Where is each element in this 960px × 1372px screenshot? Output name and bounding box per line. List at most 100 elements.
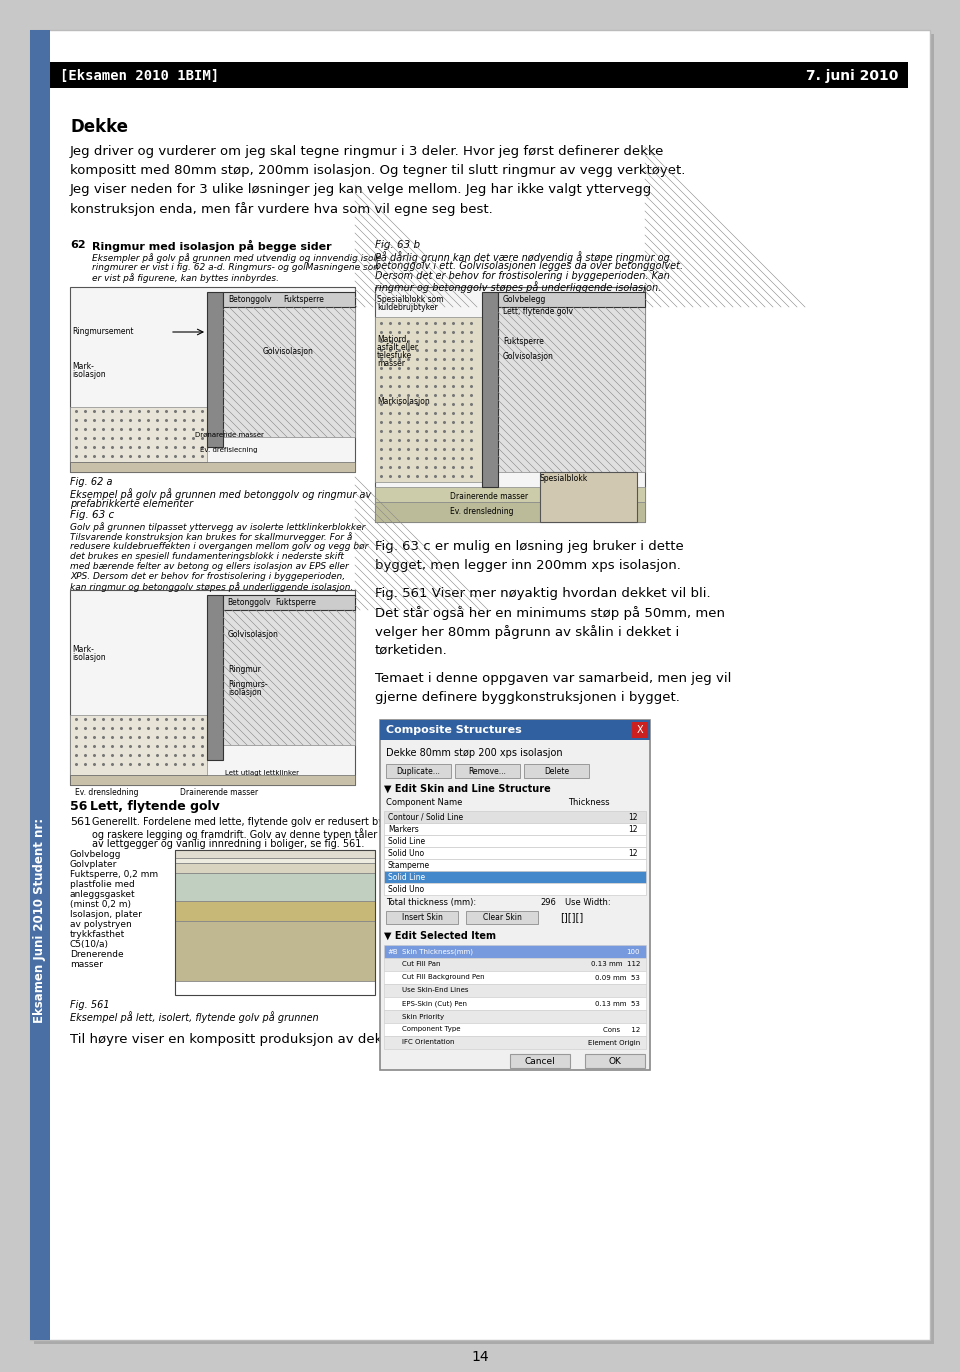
Text: Skin Thickness(mm): Skin Thickness(mm) xyxy=(402,948,473,955)
Bar xyxy=(175,873,375,901)
Bar xyxy=(386,911,458,923)
Bar xyxy=(175,901,375,921)
Text: Spesialblokk: Spesialblokk xyxy=(540,473,588,483)
Text: Insert Skin: Insert Skin xyxy=(401,912,443,922)
Text: Use Skin-End Lines: Use Skin-End Lines xyxy=(402,988,468,993)
Bar xyxy=(540,472,637,521)
Text: Drenerende: Drenerende xyxy=(70,949,124,959)
Text: Fig. 63 c: Fig. 63 c xyxy=(70,510,114,520)
Text: 0.13 mm  112: 0.13 mm 112 xyxy=(590,962,640,967)
Text: betonggolv i ett. Golvisolasjonen legges da over betonggolvet.: betonggolv i ett. Golvisolasjonen legges… xyxy=(375,261,684,272)
Text: Eksempler på golv på grunnen med utvendig og innvendig isole: Eksempler på golv på grunnen med utvendi… xyxy=(92,252,381,263)
Text: Temaet i denne oppgaven var samarbeid, men jeg vil: Temaet i denne oppgaven var samarbeid, m… xyxy=(375,672,732,685)
Bar xyxy=(384,811,646,823)
Text: bygget, men legger inn 200mm xps isolasjon.: bygget, men legger inn 200mm xps isolasj… xyxy=(375,558,681,572)
Text: prefabrikkerte elementer: prefabrikkerte elementer xyxy=(70,499,193,509)
Text: Matjord,: Matjord, xyxy=(377,335,409,344)
Text: Betonggolv: Betonggolv xyxy=(227,598,271,606)
Text: Fuktsperre: Fuktsperre xyxy=(503,338,544,346)
Text: OK: OK xyxy=(609,1056,621,1066)
Bar xyxy=(632,722,648,738)
Text: Lett, flytende golv: Lett, flytende golv xyxy=(90,800,220,814)
Text: Duplicate...: Duplicate... xyxy=(396,767,441,775)
Bar xyxy=(223,307,355,438)
Text: Drainerende masser: Drainerende masser xyxy=(450,493,528,501)
Text: Ev. drensledning: Ev. drensledning xyxy=(75,788,138,797)
Bar xyxy=(70,287,355,472)
Bar xyxy=(175,851,375,995)
Text: tørketiden.: tørketiden. xyxy=(375,643,447,657)
Text: Cut Fill Pan: Cut Fill Pan xyxy=(402,962,441,967)
Text: og raskere legging og framdrift. Golv av denne typen tåler vekten: og raskere legging og framdrift. Golv av… xyxy=(92,827,414,840)
Bar xyxy=(524,764,589,778)
Bar xyxy=(384,871,646,884)
Bar xyxy=(384,859,646,871)
Text: #B: #B xyxy=(387,948,397,955)
Text: IFC Orientation: IFC Orientation xyxy=(402,1040,454,1045)
Text: 561: 561 xyxy=(70,816,91,827)
Text: masser: masser xyxy=(70,960,103,969)
Text: [Eksamen 2010 1BIM]: [Eksamen 2010 1BIM] xyxy=(60,69,219,82)
Bar xyxy=(384,971,646,984)
Text: Total thickness (mm):: Total thickness (mm): xyxy=(386,899,476,907)
Text: Stamperne: Stamperne xyxy=(388,860,430,870)
Bar xyxy=(498,307,645,472)
Bar xyxy=(384,823,646,836)
Text: Clear Skin: Clear Skin xyxy=(483,912,521,922)
Bar xyxy=(207,292,223,447)
Text: det brukes en spesiell fundamenteringsblokk i nederste skift: det brukes en spesiell fundamenteringsbl… xyxy=(70,552,344,561)
Text: Ringmur med isolasjon på begge sider: Ringmur med isolasjon på begge sider xyxy=(92,240,331,252)
Text: Jeg driver og vurderer om jeg skal tegne ringmur i 3 deler. Hvor jeg først defin: Jeg driver og vurderer om jeg skal tegne… xyxy=(70,145,664,158)
Bar xyxy=(70,715,207,775)
Text: Fuktsperre: Fuktsperre xyxy=(275,598,316,606)
Text: Thickness: Thickness xyxy=(568,799,610,807)
Text: Golvisolasjon: Golvisolasjon xyxy=(503,353,554,361)
Text: Golvplater: Golvplater xyxy=(70,860,117,868)
Text: XPS. Dersom det er behov for frostisolering i byggeperioden,: XPS. Dersom det er behov for frostisoler… xyxy=(70,572,346,580)
Bar xyxy=(384,1010,646,1024)
Text: Fuktsperre, 0,2 mm: Fuktsperre, 0,2 mm xyxy=(70,870,158,879)
Text: 12: 12 xyxy=(629,825,638,834)
Text: 56: 56 xyxy=(70,800,87,814)
Text: Mark-: Mark- xyxy=(72,645,94,654)
Text: X: X xyxy=(636,724,643,735)
Text: asfalt eller: asfalt eller xyxy=(377,343,418,353)
Text: 296: 296 xyxy=(540,899,556,907)
Text: Solid Line: Solid Line xyxy=(388,837,425,845)
Bar xyxy=(384,984,646,997)
Text: Golvbelegg: Golvbelegg xyxy=(503,295,546,305)
Text: ▼ Edit Selected Item: ▼ Edit Selected Item xyxy=(384,932,496,941)
Bar xyxy=(585,1054,645,1067)
Bar xyxy=(175,851,375,858)
Bar xyxy=(375,502,645,521)
Bar xyxy=(384,847,646,859)
Text: ▼ Edit Skin and Line Structure: ▼ Edit Skin and Line Structure xyxy=(384,783,551,794)
Bar xyxy=(384,836,646,847)
Text: Eksempel på golv på grunnen med betonggolv og ringmur av: Eksempel på golv på grunnen med betonggo… xyxy=(70,488,372,499)
Text: ringmur og betonggolv støpes på underliggende isolasjon.: ringmur og betonggolv støpes på underlig… xyxy=(375,281,661,292)
Text: Remove...: Remove... xyxy=(468,767,507,775)
Text: 14: 14 xyxy=(471,1350,489,1364)
Text: av lettgegger og vanlig innredning i boliger, se fig. 561.: av lettgegger og vanlig innredning i bol… xyxy=(92,840,365,849)
Text: C5(10/a): C5(10/a) xyxy=(70,940,109,949)
Text: Golvisolasjon: Golvisolasjon xyxy=(263,347,314,355)
Bar xyxy=(175,921,375,981)
Bar xyxy=(375,487,645,502)
Bar xyxy=(384,997,646,1010)
Bar xyxy=(510,1054,570,1067)
Text: 12: 12 xyxy=(629,812,638,822)
Text: Delete: Delete xyxy=(544,767,569,775)
Text: masser: masser xyxy=(377,359,405,368)
Text: Markers: Markers xyxy=(388,825,419,834)
Text: Isolasjon, plater: Isolasjon, plater xyxy=(70,910,142,919)
Bar xyxy=(375,287,645,521)
Text: er vist på figurene, kan byttes innbyrdes.: er vist på figurene, kan byttes innbyrde… xyxy=(92,273,279,283)
Text: Fig. 63 c er mulig en løsning jeg bruker i dette: Fig. 63 c er mulig en løsning jeg bruker… xyxy=(375,541,684,553)
Text: 62: 62 xyxy=(70,240,85,250)
Text: På dårlig grunn kan det være nødvendig å støpe ringmur og: På dårlig grunn kan det være nødvendig å… xyxy=(375,251,670,263)
Text: isolasjon: isolasjon xyxy=(72,370,106,379)
Text: Lett utlagt lettklinker: Lett utlagt lettklinker xyxy=(225,770,299,777)
Text: Fig. 63 b: Fig. 63 b xyxy=(375,240,420,250)
Text: isolasjon: isolasjon xyxy=(72,653,106,663)
Bar xyxy=(70,407,207,462)
